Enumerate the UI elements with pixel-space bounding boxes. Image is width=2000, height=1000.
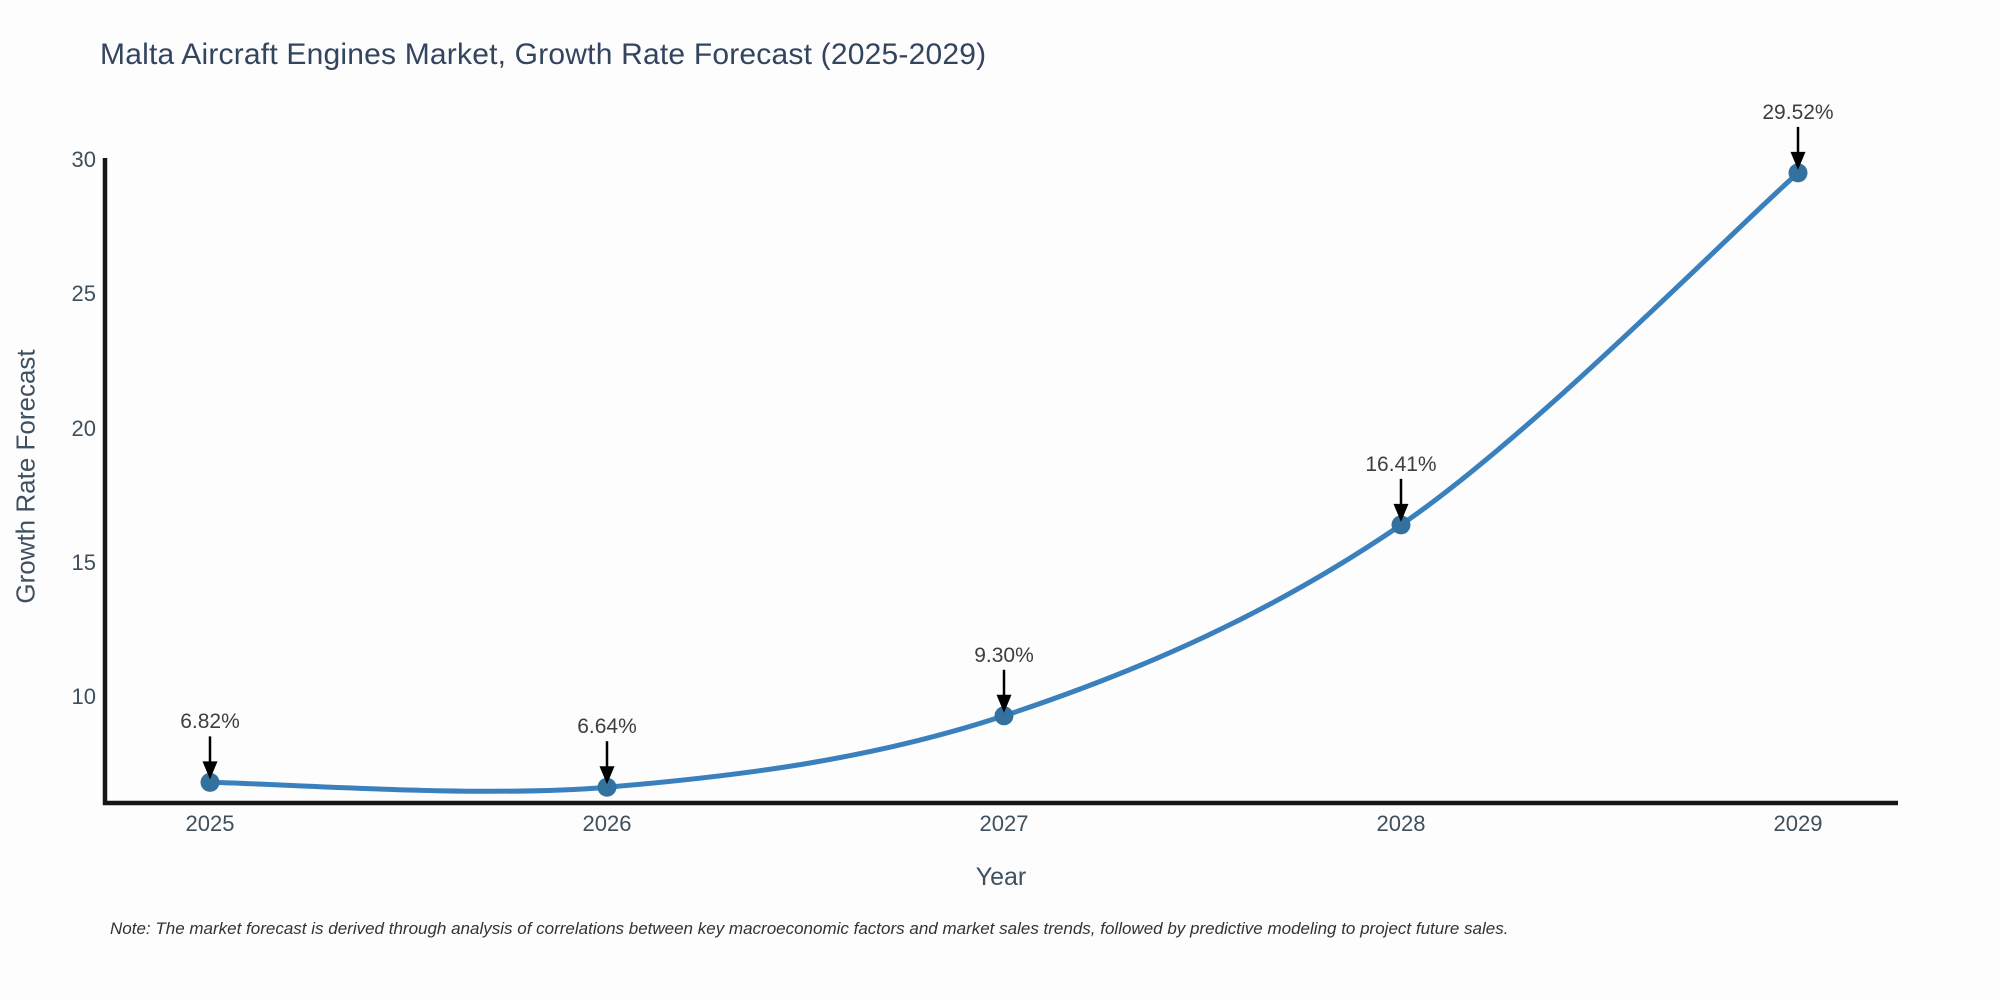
- x-tick-label: 2028: [1376, 811, 1426, 836]
- point-annotation: 29.52%: [1762, 100, 1834, 124]
- point-annotation: 16.41%: [1365, 452, 1437, 476]
- trend-line: [207, 170, 1801, 794]
- data-point-marker: [1391, 515, 1411, 535]
- y-tick-label: 10: [71, 684, 96, 709]
- x-tick-label: 2025: [185, 811, 235, 836]
- annotation-arrow-head: [599, 766, 615, 785]
- data-point-marker: [200, 772, 220, 792]
- chart-note: Note: The market forecast is derived thr…: [110, 919, 1509, 938]
- data-point-marker: [1788, 163, 1808, 183]
- annotation-arrow-head: [996, 694, 1012, 713]
- point-annotation: 6.64%: [577, 715, 637, 739]
- annotation-arrow-head: [1393, 503, 1409, 522]
- x-tick-label: 2029: [1773, 811, 1823, 836]
- annotation-arrow-head: [202, 761, 218, 780]
- x-tick-label: 2027: [979, 811, 1029, 836]
- y-tick-label: 25: [71, 281, 96, 307]
- point-annotation: 9.30%: [974, 643, 1034, 667]
- y-tick-label: 15: [71, 549, 96, 575]
- y-tick-label: 20: [71, 415, 96, 441]
- x-tick-label: 2026: [582, 811, 632, 836]
- y-tick-label: 30: [71, 147, 96, 172]
- point-annotation: 6.82%: [180, 710, 240, 734]
- annotation-arrow-head: [1790, 151, 1806, 170]
- x-axis-title: Year: [975, 863, 1027, 891]
- data-point-marker: [994, 706, 1014, 726]
- page-title: Malta Aircraft Engines Market, Growth Ra…: [100, 38, 987, 71]
- data-point-marker: [597, 777, 617, 797]
